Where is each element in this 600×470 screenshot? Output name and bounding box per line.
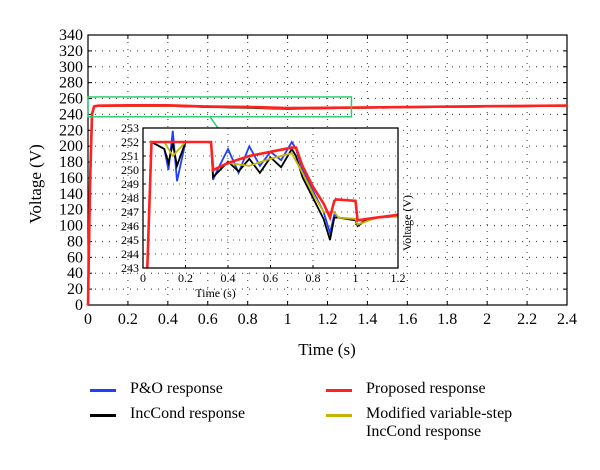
main-y-tick-label: 280 — [59, 75, 83, 92]
main-x-tick-label: 1 — [284, 311, 292, 328]
inset-y-tick-label: 252 — [121, 135, 139, 149]
main-x-tick-label: 0.8 — [238, 311, 258, 328]
main-x-tick-label: 0 — [84, 311, 92, 328]
main-x-tick-label: 1.8 — [437, 311, 457, 328]
inset-y-tick-label: 243 — [121, 261, 139, 275]
inset-y-axis-label: Voltage (V) — [400, 195, 414, 251]
inset-y-tick-label: 246 — [121, 219, 139, 233]
zoom-box — [87, 96, 353, 118]
main-x-tick-label: 0.2 — [118, 311, 138, 328]
main-y-tick-label: 340 — [59, 27, 83, 44]
main-x-tick-label: 1.4 — [357, 311, 377, 328]
main-ticks: 0 0.2 0.4 0.6 0.8 1 1.2 1.4 1.6 1.8 2 2.2 2.40204060… — [59, 27, 577, 328]
main-x-tick-label: 2.2 — [517, 311, 537, 328]
inset-chart: 0 0.2 0.4 0.6 0.8 1 1.224324424524624724824925… — [121, 121, 414, 300]
inset-x-tick-label: 1.2 — [391, 271, 406, 285]
inset-y-tick-label: 247 — [121, 205, 139, 219]
main-y-tick-label: 0 — [75, 297, 83, 314]
main-y-tick-label: 180 — [59, 154, 83, 171]
main-x-tick-label: 2 — [483, 311, 491, 328]
main-y-tick-label: 40 — [67, 265, 83, 282]
main-series — [86, 104, 568, 306]
main-y-tick-label: 100 — [59, 218, 83, 235]
inset-y-tick-label: 244 — [121, 247, 139, 261]
main-y-tick-label: 200 — [59, 138, 83, 155]
main-y-axis-label: Voltage (V) — [26, 144, 45, 223]
main-y-tick-label: 320 — [59, 43, 83, 60]
main-x-tick-label: 2.4 — [557, 311, 577, 328]
inset-x-tick-label: 0 — [140, 271, 146, 285]
main-y-tick-label: 240 — [59, 106, 83, 123]
main-x-axis-label: Time (s) — [298, 340, 355, 359]
main-x-tick-label: 0.4 — [158, 311, 178, 328]
main-y-tick-label: 80 — [67, 233, 83, 250]
main-x-tick-label: 0.6 — [198, 311, 218, 328]
zoom-connector — [209, 116, 219, 129]
inset-x-tick-label: 0.6 — [263, 271, 278, 285]
zoom-indicator — [87, 96, 353, 129]
inset-x-tick-label: 0.4 — [221, 271, 236, 285]
inset-series-line-2 — [146, 141, 399, 269]
main-y-tick-label: 20 — [67, 281, 83, 298]
inset-y-tick-label-top: 253 — [121, 121, 139, 135]
main-y-tick-label: 300 — [59, 59, 83, 76]
inset-x-tick-label: 1 — [353, 271, 359, 285]
main-x-tick-label: 1.6 — [397, 311, 417, 328]
inset-x-tick-label: 0.2 — [178, 271, 193, 285]
inset-y-tick-label: 250 — [121, 163, 139, 177]
main-x-tick-label: 1.2 — [318, 311, 338, 328]
inset-y-tick-label: 245 — [121, 233, 139, 247]
inset-x-tick-label: 0.8 — [306, 271, 321, 285]
inset-y-tick-label: 248 — [121, 191, 139, 205]
main-y-tick-label: 60 — [67, 249, 83, 266]
inset-x-axis-label: Time (s) — [195, 286, 236, 300]
main-series-line-3 — [86, 104, 568, 306]
main-y-tick-label: 140 — [59, 186, 83, 203]
main-y-tick-label: 120 — [59, 202, 83, 219]
main-y-tick-label: 220 — [59, 122, 83, 139]
inset-y-tick-label: 251 — [121, 149, 139, 163]
main-y-tick-label: 260 — [59, 91, 83, 108]
inset-frame — [142, 127, 399, 269]
main-y-tick-label: 160 — [59, 170, 83, 187]
inset-series-line-3 — [146, 140, 399, 269]
inset-y-tick-label: 249 — [121, 177, 139, 191]
